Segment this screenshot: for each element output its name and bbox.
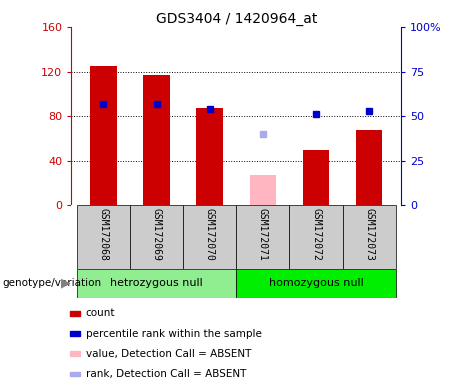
- Bar: [183, 205, 236, 269]
- Bar: [236, 205, 290, 269]
- Bar: [196, 108, 223, 205]
- Text: homozygous null: homozygous null: [269, 278, 363, 288]
- Text: rank, Detection Call = ABSENT: rank, Detection Call = ABSENT: [86, 369, 246, 379]
- Bar: [236, 269, 396, 298]
- Bar: [77, 205, 130, 269]
- Text: value, Detection Call = ABSENT: value, Detection Call = ABSENT: [86, 349, 251, 359]
- Text: count: count: [86, 308, 115, 318]
- Bar: [130, 205, 183, 269]
- Bar: [343, 205, 396, 269]
- Bar: [70, 351, 80, 356]
- Bar: [356, 129, 383, 205]
- Bar: [70, 371, 80, 376]
- Bar: [70, 311, 80, 316]
- Bar: [303, 150, 329, 205]
- Text: percentile rank within the sample: percentile rank within the sample: [86, 329, 262, 339]
- Bar: [290, 205, 343, 269]
- Bar: [249, 175, 276, 205]
- Text: ▶: ▶: [61, 277, 71, 290]
- Bar: [77, 269, 236, 298]
- Text: GSM172068: GSM172068: [98, 207, 108, 260]
- Text: GSM172071: GSM172071: [258, 207, 268, 260]
- Text: hetrozygous null: hetrozygous null: [110, 278, 203, 288]
- Text: GSM172070: GSM172070: [205, 207, 215, 260]
- Text: GSM172073: GSM172073: [364, 207, 374, 260]
- Bar: [70, 331, 80, 336]
- Text: genotype/variation: genotype/variation: [2, 278, 101, 288]
- Bar: [143, 75, 170, 205]
- Text: GSM172069: GSM172069: [152, 207, 161, 260]
- Bar: [90, 66, 117, 205]
- Text: GSM172072: GSM172072: [311, 207, 321, 260]
- Title: GDS3404 / 1420964_at: GDS3404 / 1420964_at: [155, 12, 317, 26]
